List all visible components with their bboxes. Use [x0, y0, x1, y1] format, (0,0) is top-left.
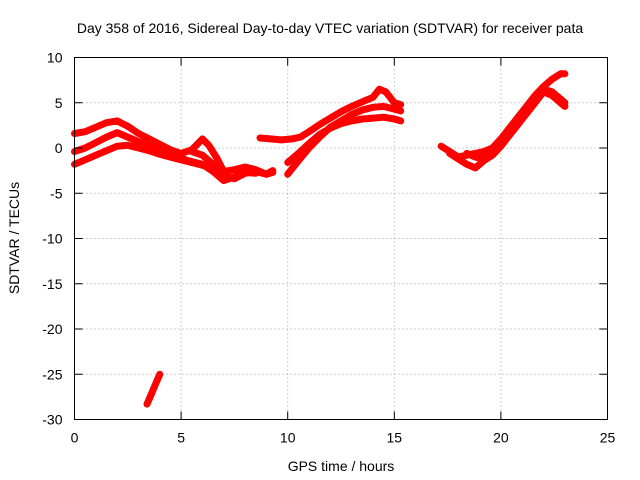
y-tick-label: 0	[55, 140, 63, 156]
x-tick-labels: 0 5 10 15 20 25	[71, 430, 616, 446]
series-arc-10	[284, 113, 405, 166]
series-arc-4	[143, 370, 164, 408]
x-tick-label: 5	[177, 430, 185, 446]
y-tick-label: -20	[42, 321, 62, 337]
y-tick-label: -15	[42, 276, 62, 292]
y-tick-label: 5	[55, 95, 63, 111]
axis-ticks	[74, 57, 608, 420]
series-arc-13	[463, 85, 569, 163]
x-tick-label: 15	[387, 430, 403, 446]
y-tick-label: -5	[50, 185, 63, 201]
x-tick-label: 10	[280, 430, 296, 446]
series-arc-1	[71, 117, 185, 157]
y-axis-label: SDTVAR / TECUs	[6, 182, 22, 294]
x-axis-label: GPS time / hours	[288, 458, 395, 474]
series-arc-9	[284, 102, 405, 178]
chart-title: Day 358 of 2016, Sidereal Day-to-day VTE…	[77, 20, 584, 36]
series-arc-8	[256, 85, 405, 144]
x-tick-label: 20	[493, 430, 509, 446]
y-tick-label: -30	[42, 412, 62, 428]
y-tick-label: 10	[47, 50, 63, 66]
data-series	[71, 70, 569, 408]
y-tick-labels: -30 -25 -20 -15 -10 -5 0 5 10	[42, 50, 62, 428]
series-arc-7	[177, 155, 260, 185]
y-tick-label: -10	[42, 231, 62, 247]
x-tick-label: 25	[600, 430, 616, 446]
y-tick-label: -25	[42, 366, 62, 382]
x-tick-label: 0	[71, 430, 79, 446]
